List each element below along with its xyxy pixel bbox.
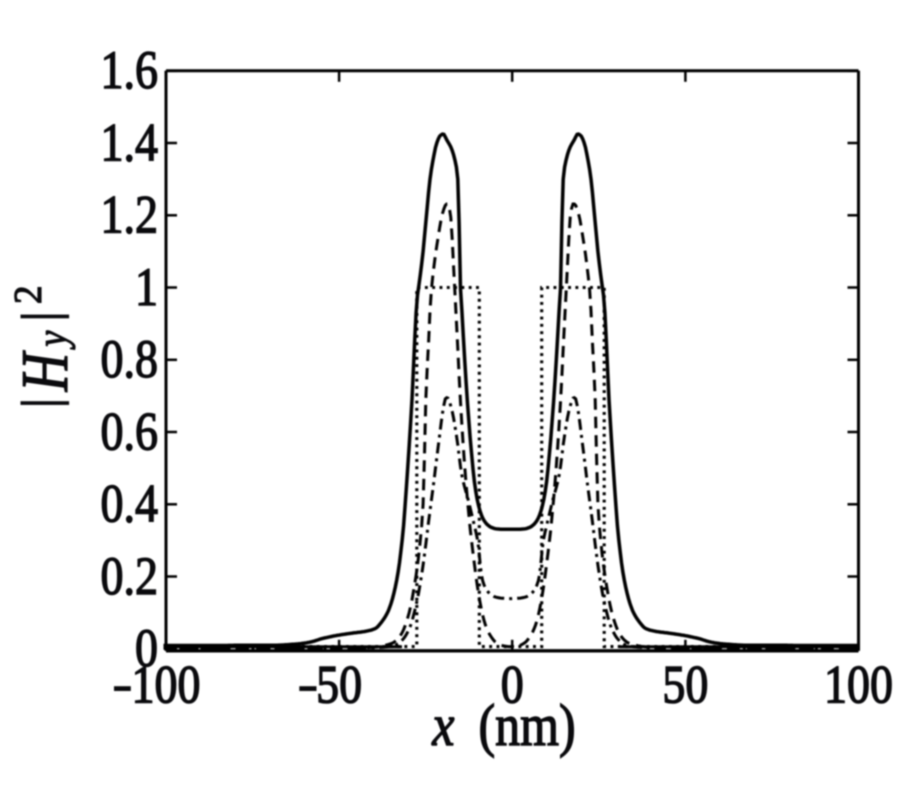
svg-text:0: 0 <box>135 618 158 679</box>
svg-text:0: 0 <box>501 654 524 715</box>
svg-text:0.8: 0.8 <box>101 329 158 390</box>
svg-text:100: 100 <box>132 654 201 715</box>
svg-text:1.6: 1.6 <box>101 40 158 101</box>
svg-text:1.2: 1.2 <box>101 184 158 245</box>
svg-text:1: 1 <box>135 256 158 317</box>
svg-text:0.2: 0.2 <box>101 545 158 606</box>
svg-text:y: y <box>29 330 75 350</box>
svg-text:2: 2 <box>7 285 50 304</box>
svg-text:50: 50 <box>316 654 362 715</box>
svg-text:H: H <box>8 350 82 392</box>
svg-text:100: 100 <box>824 654 893 715</box>
svg-text:0.6: 0.6 <box>101 401 158 462</box>
svg-text:1.4: 1.4 <box>101 112 158 173</box>
svg-text:x(nm): x (nm) <box>431 692 575 758</box>
svg-text:50: 50 <box>662 654 708 715</box>
svg-text:0.4: 0.4 <box>101 473 158 534</box>
